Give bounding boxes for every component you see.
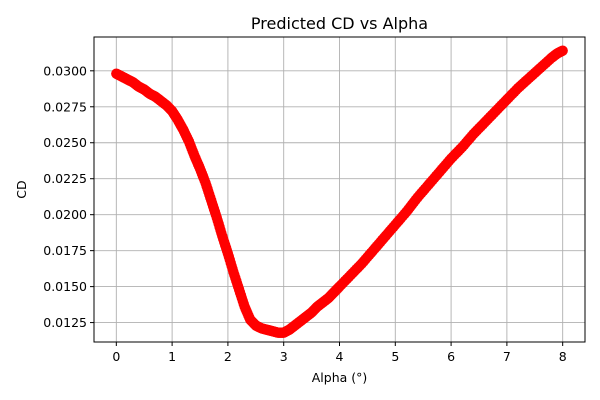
x-tick-label: 1 xyxy=(168,349,176,364)
x-axis-label: Alpha (°) xyxy=(312,370,368,385)
x-tick-label: 0 xyxy=(112,349,120,364)
data-point xyxy=(557,45,568,56)
x-tick-label: 2 xyxy=(224,349,232,364)
y-axis-label: CD xyxy=(14,180,29,198)
y-tick-label: 0.0275 xyxy=(43,99,87,114)
y-tick-label: 0.0300 xyxy=(43,63,87,78)
x-tick-label: 7 xyxy=(503,349,511,364)
x-tick-label: 3 xyxy=(280,349,288,364)
y-tick-label: 0.0225 xyxy=(43,171,87,186)
y-axis-ticks: 0.0125 0.0150 0.0175 0.0200 0.0225 0.0250 0.02… xyxy=(43,63,94,330)
x-tick-label: 8 xyxy=(559,349,567,364)
y-tick-label: 0.0175 xyxy=(43,243,87,258)
grid xyxy=(94,37,585,342)
x-tick-label: 4 xyxy=(336,349,344,364)
y-tick-label: 0.0150 xyxy=(43,279,87,294)
x-tick-label: 5 xyxy=(391,349,399,364)
y-tick-label: 0.0250 xyxy=(43,135,87,150)
y-tick-label: 0.0200 xyxy=(43,207,87,222)
y-tick-label: 0.0125 xyxy=(43,315,87,330)
x-axis-ticks: 0 1 2 3 4 5 6 7 8 xyxy=(112,342,567,364)
x-tick-label: 6 xyxy=(447,349,455,364)
data-points xyxy=(111,45,568,338)
chart-title: Predicted CD vs Alpha xyxy=(251,14,428,33)
